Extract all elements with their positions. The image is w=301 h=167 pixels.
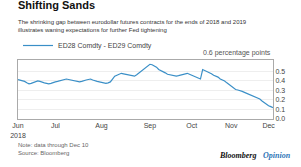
svg-text:Note: data through Dec 10Sourc: Note: data through Dec 10Source: Bloombe… bbox=[18, 142, 89, 156]
svg-text:0.5: 0.5 bbox=[275, 68, 285, 75]
svg-text:0.3: 0.3 bbox=[275, 87, 285, 94]
svg-text:ED28 Comdty - ED29 Comdty: ED28 Comdty - ED29 Comdty bbox=[58, 42, 152, 50]
svg-text:0.2: 0.2 bbox=[275, 96, 285, 103]
svg-text:Opinion: Opinion bbox=[263, 151, 291, 160]
svg-text:Oct: Oct bbox=[186, 122, 197, 129]
svg-text:Jul: Jul bbox=[51, 122, 60, 129]
svg-text:The shrinking gap between euro: The shrinking gap between eurodollar fut… bbox=[18, 19, 247, 33]
svg-text:Bloomberg: Bloomberg bbox=[219, 151, 256, 160]
svg-text:0.6 percentage points: 0.6 percentage points bbox=[203, 49, 271, 57]
svg-text:Nov: Nov bbox=[225, 122, 238, 129]
svg-text:Shifting Sands: Shifting Sands bbox=[18, 0, 95, 11]
svg-text:0.0: 0.0 bbox=[275, 115, 285, 122]
svg-text:Jun2018: Jun2018 bbox=[10, 122, 26, 138]
svg-text:Dec: Dec bbox=[262, 122, 275, 129]
svg-text:0.4: 0.4 bbox=[275, 77, 285, 84]
svg-text:0.1: 0.1 bbox=[275, 106, 285, 113]
svg-text:Sep: Sep bbox=[144, 122, 157, 130]
svg-text:Aug: Aug bbox=[95, 122, 108, 130]
